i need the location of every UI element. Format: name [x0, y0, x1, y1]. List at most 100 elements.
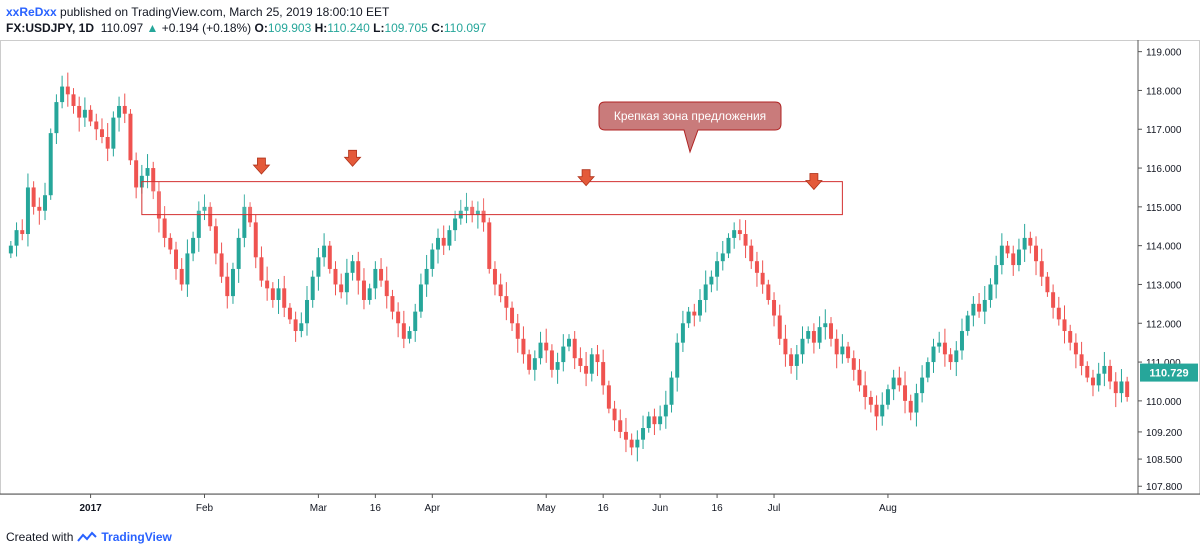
candle-body [305, 299, 310, 324]
candle-body [1102, 365, 1107, 374]
candle-body [65, 86, 70, 95]
candle-body [578, 358, 583, 366]
candle-body [213, 226, 218, 254]
x-tick-label: May [537, 503, 556, 514]
candle-body [43, 195, 48, 211]
x-tick-label: Mar [310, 503, 328, 514]
candle-body [276, 288, 281, 300]
candle-body [191, 237, 196, 254]
candle-body [1011, 253, 1016, 266]
candle-body [339, 284, 344, 293]
candle-body [299, 323, 304, 332]
chart-area[interactable]: 119.000 118.000 117.000 116.000 115.000 114.0… [0, 40, 1200, 520]
y-tick-label: 111.000 [1146, 358, 1181, 369]
candle-body [259, 257, 264, 281]
candle-body [720, 253, 725, 262]
candle-body [60, 86, 65, 103]
candle-body [344, 272, 349, 293]
candle-body [99, 129, 104, 138]
candle-body [361, 280, 366, 300]
open-value: 109.903 [267, 21, 312, 35]
candle-body [384, 280, 389, 297]
low-label: L: [373, 21, 385, 35]
down-arrow-icon [805, 173, 823, 191]
candle-body [1039, 261, 1044, 277]
candle-body [595, 354, 600, 363]
candle-body [54, 102, 59, 134]
candle-body [492, 268, 497, 285]
down-arrow-icon [343, 149, 362, 167]
candle-body [1016, 249, 1021, 266]
candle-body [1034, 245, 1039, 262]
footer: Created with TradingView [6, 530, 172, 544]
candle-body [908, 400, 913, 413]
candle-body [145, 168, 150, 176]
last-price: 110.097 [100, 21, 144, 35]
y-tick-label: 108.500 [1146, 455, 1183, 466]
supply-zone-box [141, 181, 843, 216]
low-value: 109.705 [384, 21, 428, 35]
candle-body [959, 331, 964, 351]
y-tick-label: 119.000 [1146, 48, 1182, 59]
candle-body [1090, 377, 1095, 386]
candle-body [538, 342, 543, 359]
y-tick-label: 115.000 [1146, 203, 1182, 214]
x-tick-label: Aug [879, 503, 897, 514]
candle-body [777, 315, 782, 339]
candle-body [82, 109, 87, 118]
candle-body [174, 249, 179, 269]
candle-body [1068, 331, 1073, 343]
candle-body [242, 206, 247, 238]
candle-body [396, 311, 401, 324]
y-tick-label: 117.000 [1146, 125, 1182, 136]
x-tick-label: 2017 [79, 503, 102, 514]
candle-body [846, 346, 851, 359]
price-tag-label: 110.729 [1149, 368, 1188, 380]
candle-body [828, 323, 833, 339]
candle-body [111, 117, 116, 149]
zone-callout-label: Крепкая зона предложения [614, 109, 766, 123]
candle-body [1125, 381, 1130, 397]
candle-body [156, 191, 161, 219]
candle-body [903, 385, 908, 401]
candle-body [772, 299, 777, 316]
candle-body [1085, 365, 1090, 378]
candle-body [253, 222, 258, 258]
candle-body [920, 377, 925, 394]
candle-body [424, 268, 429, 285]
candle-body [117, 105, 122, 118]
tradingview-brand[interactable]: TradingView [101, 530, 172, 544]
candle-body [1073, 342, 1078, 355]
candle-body [179, 268, 184, 285]
publish-header: xxReDxx published on TradingView.com, Ma… [6, 4, 389, 20]
open-label: O: [254, 21, 268, 35]
candle-body [606, 385, 611, 409]
candle-body [834, 338, 839, 355]
candle-body [390, 296, 395, 312]
candle-body [1096, 373, 1101, 386]
y-tick-label: 113.000 [1146, 280, 1182, 291]
candlestick-chart[interactable]: 119.000 118.000 117.000 116.000 115.000 114.0… [0, 40, 1200, 520]
candle-body [1056, 307, 1061, 320]
candle-body [567, 338, 571, 347]
y-tick-label: 107.800 [1146, 482, 1183, 493]
candle-body [954, 350, 959, 363]
candle-body [413, 311, 418, 332]
candle-body [840, 346, 845, 355]
candle-body [1108, 365, 1113, 382]
candle-body [225, 276, 230, 297]
candle-body [316, 257, 321, 277]
candle-body [857, 369, 862, 386]
author-name[interactable]: xxReDxx [6, 5, 57, 19]
candle-body [464, 206, 469, 211]
candle-body [868, 396, 873, 405]
candle-body [1045, 276, 1050, 293]
candle-body [356, 261, 361, 281]
candle-body [25, 187, 30, 235]
candle-body [287, 307, 292, 320]
x-tick-label: 16 [712, 503, 724, 514]
up-triangle-icon: ▲ [146, 21, 159, 35]
candle-body [487, 222, 492, 269]
candle-body [94, 121, 99, 130]
y-tick-label: 110.000 [1146, 397, 1182, 408]
